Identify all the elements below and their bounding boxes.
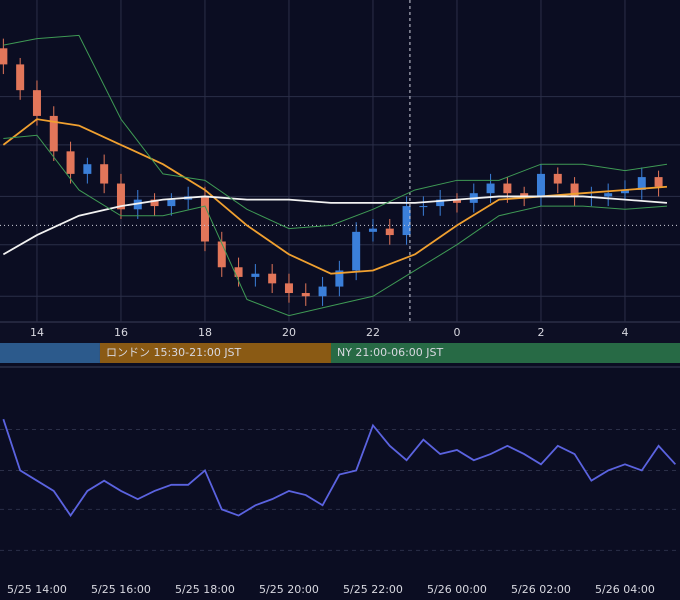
- x-tick-label: 5/26 00:00: [427, 583, 487, 596]
- series-line: [3, 34, 668, 230]
- x-tick-label: 0: [453, 326, 460, 339]
- candle-body: [385, 228, 394, 236]
- candle-body: [217, 241, 226, 268]
- x-tick-label: 16: [114, 326, 128, 339]
- candle-body: [520, 193, 529, 197]
- candle-body: [150, 199, 159, 207]
- x-tick-label: 5/25 20:00: [259, 583, 319, 596]
- candle-body: [49, 115, 58, 152]
- candle-body: [133, 199, 142, 210]
- x-tick-label: 5/25 16:00: [91, 583, 151, 596]
- candle-body: [570, 183, 579, 197]
- session-bar: [99, 343, 331, 363]
- candle-body: [200, 196, 209, 242]
- candle-body: [402, 206, 411, 236]
- candle-body: [352, 231, 361, 271]
- session-bar: [0, 343, 100, 363]
- candle-body: [419, 206, 428, 208]
- session-label: NY 21:00-06:00 JST: [337, 346, 444, 359]
- x-tick-label: 18: [198, 326, 212, 339]
- candle-body: [32, 90, 41, 116]
- candle-body: [16, 64, 25, 91]
- axis-strip: [0, 322, 680, 343]
- candle-body: [318, 286, 327, 297]
- candle-body: [637, 177, 646, 190]
- session-bar: [330, 343, 680, 363]
- candle-body: [234, 267, 243, 277]
- series-line: [2, 418, 677, 518]
- candle-body: [620, 189, 629, 194]
- series-line: [2, 195, 668, 256]
- candle-body: [452, 199, 461, 203]
- candle-body: [604, 193, 613, 197]
- candle-body: [654, 177, 663, 187]
- x-tick-label: 14: [30, 326, 44, 339]
- candle-body: [268, 273, 277, 284]
- x-tick-label: 20: [282, 326, 296, 339]
- candle-body: [486, 183, 495, 194]
- x-tick-label: 2: [537, 326, 544, 339]
- candle-body: [536, 173, 545, 197]
- series-line: [2, 118, 668, 275]
- candle-body: [368, 228, 377, 232]
- candle-body: [83, 164, 92, 174]
- candle-body: [116, 183, 125, 210]
- candle-body: [66, 151, 75, 174]
- x-tick-label: 22: [366, 326, 380, 339]
- candle-body: [0, 48, 8, 65]
- x-tick-label: 4: [621, 326, 628, 339]
- candle-body: [100, 164, 109, 184]
- x-tick-label: 5/25 22:00: [343, 583, 403, 596]
- candle-body: [436, 199, 445, 207]
- candle-body: [503, 183, 512, 194]
- candle-body: [251, 273, 260, 277]
- candle-body: [553, 173, 562, 184]
- candle-body: [335, 270, 344, 287]
- x-tick-label: 5/26 04:00: [595, 583, 655, 596]
- candle-body: [167, 199, 176, 207]
- candle-body: [284, 283, 293, 294]
- x-tick-label: 5/26 02:00: [511, 583, 571, 596]
- candle-body: [301, 293, 310, 297]
- x-tick-label: 5/25 14:00: [7, 583, 67, 596]
- session-label: ロンドン 15:30-21:00 JST: [106, 346, 242, 359]
- series-line: [3, 134, 668, 317]
- x-tick-label: 5/25 18:00: [175, 583, 235, 596]
